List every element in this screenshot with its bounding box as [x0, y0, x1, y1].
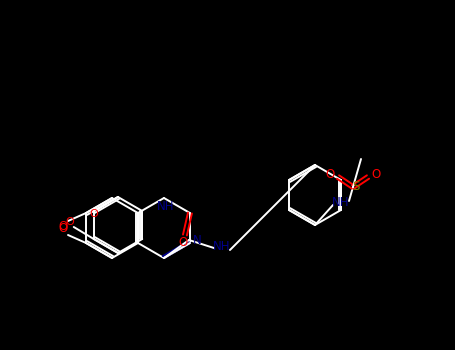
- Text: O: O: [371, 168, 381, 181]
- Text: NH: NH: [213, 240, 231, 253]
- Text: O: O: [325, 168, 334, 181]
- Text: N: N: [192, 234, 201, 247]
- Text: NH: NH: [157, 199, 175, 212]
- Text: O: O: [58, 223, 68, 236]
- Text: NH: NH: [332, 196, 350, 210]
- Text: O: O: [90, 209, 98, 219]
- Text: S: S: [352, 181, 360, 194]
- Text: O: O: [66, 217, 74, 227]
- Text: O: O: [178, 237, 187, 250]
- Text: O: O: [58, 220, 68, 233]
